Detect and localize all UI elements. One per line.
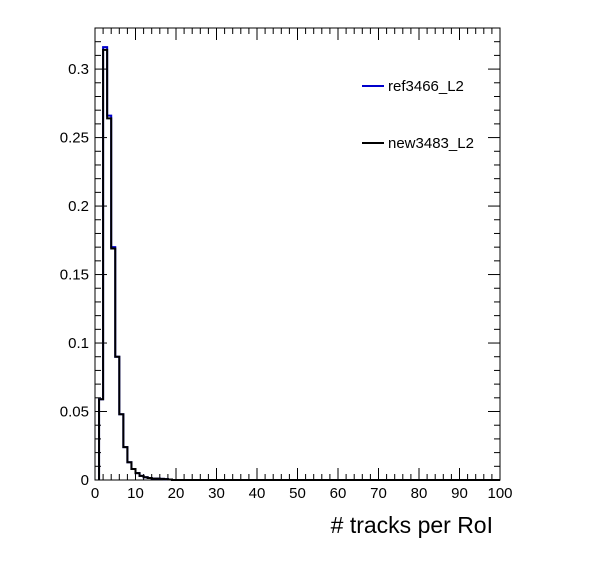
y-tick-label: 0.1 — [68, 335, 89, 352]
x-tick-label: 0 — [91, 485, 99, 502]
x-tick-label: 20 — [168, 485, 185, 502]
y-tick-label: 0.25 — [60, 130, 89, 147]
x-tick-label: 30 — [208, 485, 225, 502]
legend: ref3466_L2 new3483_L2 — [362, 78, 474, 152]
y-tick-label: 0.15 — [60, 267, 89, 284]
legend-label-ref3466: ref3466_L2 — [388, 78, 464, 95]
x-axis-title: # tracks per RoI — [331, 512, 493, 538]
x-tick-label: 60 — [330, 485, 347, 502]
histogram-series-new3483 — [98, 48, 500, 481]
x-tick-label: 80 — [411, 485, 428, 502]
x-tick-label: 70 — [370, 485, 387, 502]
x-tick-label: 50 — [289, 485, 306, 502]
x-tick-label: 40 — [249, 485, 266, 502]
x-tick-label: 10 — [127, 485, 144, 502]
y-tick-label: 0 — [81, 472, 89, 489]
series-layer — [98, 46, 500, 481]
x-axis-ticks: 0 10 20 30 40 50 60 70 80 90 100 — [91, 28, 513, 502]
x-tick-label: 100 — [487, 485, 512, 502]
y-tick-label: 0.3 — [68, 61, 89, 78]
x-tick-label: 90 — [451, 485, 468, 502]
legend-label-new3483: new3483_L2 — [388, 135, 474, 152]
y-tick-label: 0.05 — [60, 404, 89, 421]
y-tick-label: 0.2 — [68, 198, 89, 215]
